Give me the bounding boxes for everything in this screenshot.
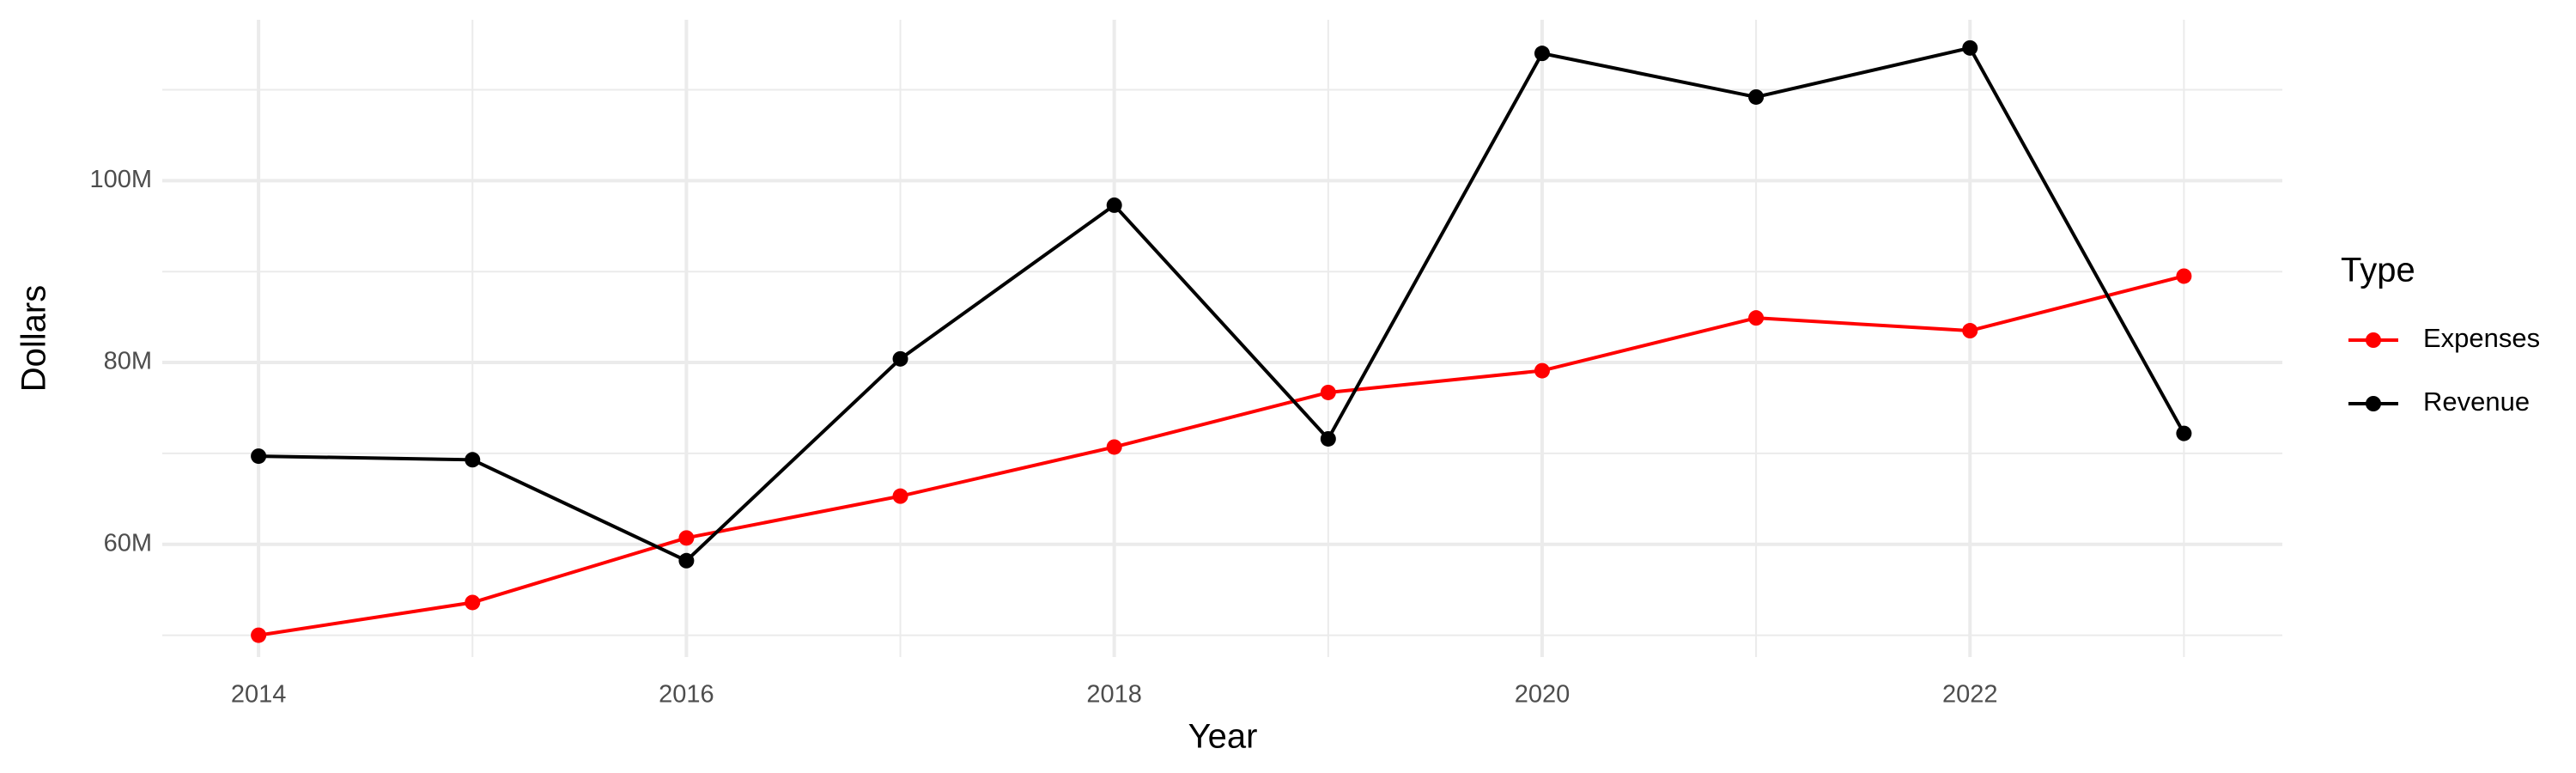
- legend-key-point: [2366, 332, 2381, 348]
- data-point: [251, 627, 267, 643]
- legend-label: Expenses: [2423, 323, 2540, 353]
- y-tick-label: 80M: [104, 348, 152, 375]
- x-axis-title: Year: [1188, 718, 1258, 756]
- data-point: [1962, 40, 1978, 56]
- data-point: [1106, 197, 1122, 213]
- legend-title: Type: [2341, 252, 2415, 289]
- series-line: [258, 46, 2186, 563]
- x-tick-label: 2016: [659, 681, 714, 709]
- data-point: [1748, 310, 1765, 326]
- legend-label: Revenue: [2423, 386, 2530, 417]
- data-point: [1534, 362, 1550, 379]
- data-point: [1106, 439, 1122, 455]
- data-point: [1320, 384, 1336, 400]
- x-tick-label: 2018: [1086, 681, 1142, 709]
- data-point: [465, 594, 481, 611]
- data-point: [2176, 268, 2192, 284]
- data-point: [1962, 323, 1978, 339]
- y-tick-label: 100M: [89, 166, 152, 193]
- data-point: [1534, 46, 1550, 62]
- data-point: [892, 488, 908, 504]
- x-tick-label: 2020: [1515, 681, 1571, 709]
- data-point: [1320, 430, 1336, 447]
- data-point: [1748, 88, 1765, 105]
- data-point: [678, 530, 695, 546]
- data-point: [2176, 425, 2192, 441]
- data-point: [465, 452, 481, 468]
- legend-key-point: [2366, 396, 2381, 411]
- x-tick-label: 2022: [1942, 681, 1998, 709]
- y-axis-title: Dollars: [15, 285, 53, 392]
- data-point: [678, 552, 695, 569]
- y-tick-label: 60M: [104, 529, 152, 557]
- series-line: [258, 274, 2184, 637]
- data-point: [892, 350, 908, 367]
- x-tick-label: 2014: [231, 681, 287, 709]
- data-point: [251, 448, 267, 465]
